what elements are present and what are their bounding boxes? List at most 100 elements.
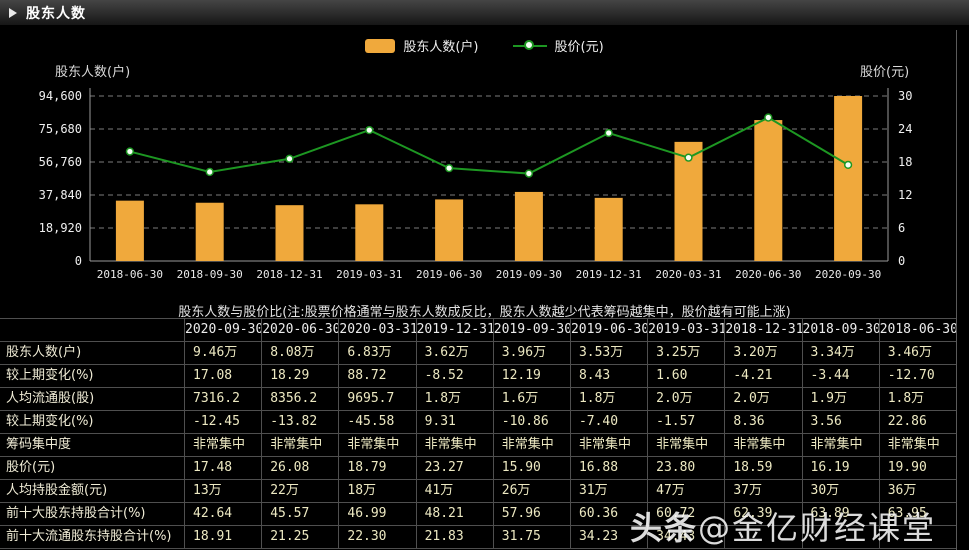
table-cell: 31.75 <box>493 526 571 549</box>
table-cell: 16.88 <box>570 457 649 480</box>
table-cell: 41万 <box>416 480 494 503</box>
table-cell: 非常集中 <box>339 434 417 457</box>
table-cell: 7316.2 <box>185 388 263 411</box>
table-cell: 非常集中 <box>416 434 494 457</box>
x-axis-date: 2020-03-31 <box>655 268 721 281</box>
table-cell: 21.83 <box>416 526 494 549</box>
table-cell: 18.59 <box>725 457 803 480</box>
table-cell: 57.96 <box>493 503 571 526</box>
table-cell: 8356.2 <box>262 388 340 411</box>
table-cell: 非常集中 <box>802 434 880 457</box>
section-header[interactable]: 股东人数 <box>0 0 969 26</box>
shareholders-price-chart: 股东人数(户) 股价(元) 94,600 30 75,680 24 56,760 18 37,8… <box>39 64 913 281</box>
table-column-header: 2020-09-30 <box>185 319 263 342</box>
table-cell: 9.46万 <box>185 342 263 365</box>
watermark-prefix: 头条 <box>630 509 699 547</box>
price-point <box>125 147 135 156</box>
table-cell: 1.8万 <box>416 388 494 411</box>
table-cell: 8.43 <box>570 365 649 388</box>
table-cell: 13万 <box>185 480 263 503</box>
table-cell: -12.45 <box>185 411 263 434</box>
collapse-triangle-icon[interactable] <box>9 7 17 18</box>
price-point <box>205 167 214 177</box>
table-cell: 62.39 <box>725 503 803 526</box>
table-cell: 非常集中 <box>493 434 571 457</box>
price-point <box>684 153 693 162</box>
bar-swatch-icon <box>365 38 396 53</box>
left-axis-tick: 56,760 <box>39 155 82 169</box>
section-title: 股东人数 <box>26 5 86 22</box>
table-row-label: 较上期变化(%) <box>0 365 185 388</box>
table-cell: 34.43 <box>648 526 726 549</box>
table-cell: 63.89 <box>802 503 880 526</box>
table-cell: 9695.7 <box>339 388 417 411</box>
table-column-header: 2019-12-31 <box>416 319 494 342</box>
table-cell: 非常集中 <box>262 434 340 457</box>
price-point <box>524 169 534 178</box>
price-line <box>129 116 849 175</box>
table-cell: -12.70 <box>879 365 957 388</box>
table-cell: 48.21 <box>416 503 494 526</box>
table-cell: 22.30 <box>339 526 417 549</box>
table-row-label: 前十大流通股东持股合计(%) <box>0 526 185 549</box>
legend-item-shareholders[interactable]: 股东人数(户) <box>365 36 479 55</box>
right-axis-tick: 6 <box>898 221 905 235</box>
table-cell: 18.91 <box>185 526 263 549</box>
table-column-header: 2019-06-30 <box>570 319 649 342</box>
line-dot-swatch-icon <box>512 39 547 53</box>
x-axis-date: 2018-09-30 <box>177 268 243 281</box>
left-axis-tick: 0 <box>75 254 82 268</box>
table-cell: -3.44 <box>802 365 880 388</box>
chart-legend: 股东人数(户) 股价(元) <box>0 36 969 55</box>
table-row-label: 股东人数(户) <box>0 342 185 365</box>
table-cell: 36万 <box>879 480 957 503</box>
table-cell: 19.90 <box>879 457 957 480</box>
table-cell: 2.0万 <box>725 388 803 411</box>
shareholder-bar <box>355 204 384 261</box>
left-axis-tick: 37,840 <box>39 188 82 202</box>
legend-label: 股东人数(户) <box>403 40 479 55</box>
table-cell: 3.62万 <box>416 342 494 365</box>
right-axis-tick: 18 <box>898 155 912 169</box>
table-row-label: 筹码集中度 <box>0 434 185 457</box>
table-cell: 1.8万 <box>570 388 649 411</box>
table-cell: 3.96万 <box>493 342 571 365</box>
x-axis-date: 2019-03-31 <box>336 268 402 281</box>
table-cell: 非常集中 <box>185 434 263 457</box>
table-cell: 26万 <box>493 480 571 503</box>
table-row-label: 较上期变化(%) <box>0 411 185 434</box>
price-point <box>843 160 853 170</box>
table-cell: 2.0万 <box>648 388 726 411</box>
panel-right-border <box>956 30 957 550</box>
x-axis-date: 2019-06-30 <box>416 268 482 281</box>
shareholder-bar <box>115 200 144 261</box>
table-cell: 22万 <box>262 480 340 503</box>
x-axis-date: 2018-12-31 <box>256 268 322 281</box>
table-cell: 1.8万 <box>879 388 957 411</box>
shareholder-data-table: 2020-09-30 2020-06-30 2020-03-31 2019-12-31… <box>0 318 957 549</box>
left-axis-title: 股东人数(户) <box>55 64 130 80</box>
table-cell <box>725 526 803 549</box>
table-column-header: 2019-03-31 <box>648 319 726 342</box>
table-cell: 31万 <box>570 480 649 503</box>
price-point <box>444 164 454 173</box>
table-cell: 42.64 <box>185 503 263 526</box>
table-cell: -7.40 <box>570 411 649 434</box>
table-cell: 34.23 <box>570 526 649 549</box>
table-cell: 3.20万 <box>725 342 803 365</box>
table-row-label: 前十大股东持股合计(%) <box>0 503 185 526</box>
chart-note: 股东人数与股价比(注:股票价格通常与股东人数成反比，股东人数越少代表筹码越集中，… <box>178 305 791 320</box>
table-cell: 3.56 <box>802 411 880 434</box>
shareholder-bar <box>754 120 783 262</box>
legend-item-price[interactable]: 股价(元) <box>512 36 604 55</box>
left-axis-tick: 94,600 <box>39 89 82 103</box>
table-column-header: 2019-09-30 <box>493 319 571 342</box>
table-cell: 17.48 <box>185 457 263 480</box>
table-cell: 1.60 <box>648 365 726 388</box>
table-cell: 26.08 <box>262 457 340 480</box>
table-cell: 60.36 <box>570 503 649 526</box>
table-cell: 21.25 <box>262 526 340 549</box>
shareholder-bar <box>435 199 464 261</box>
x-axis-date: 2019-09-30 <box>496 268 562 281</box>
